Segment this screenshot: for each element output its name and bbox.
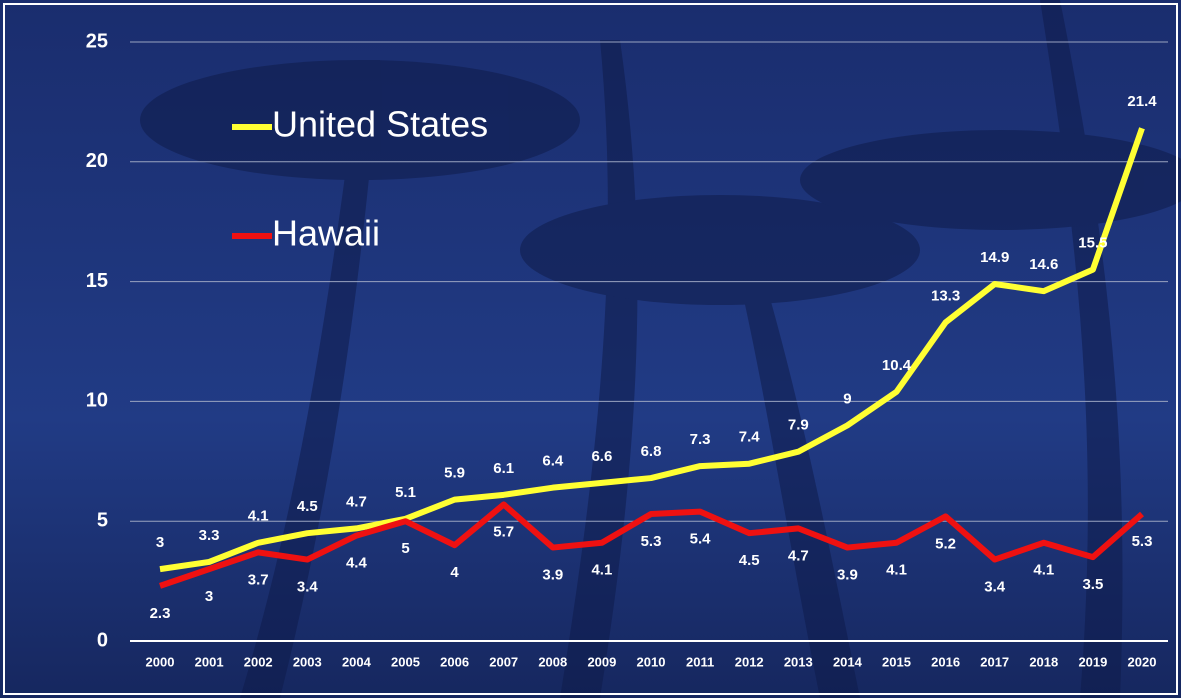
legend-label: United States xyxy=(272,104,488,145)
data-label: 5.7 xyxy=(493,523,514,540)
data-label: 3.7 xyxy=(248,571,269,588)
data-label: 9 xyxy=(843,390,851,407)
x-tick-label: 2010 xyxy=(637,654,666,669)
x-tick-label: 2003 xyxy=(293,654,322,669)
x-tick-label: 2005 xyxy=(391,654,420,669)
x-tick-label: 2018 xyxy=(1029,654,1058,669)
data-label: 5.3 xyxy=(641,533,662,550)
data-label: 7.4 xyxy=(739,429,761,446)
x-tick-label: 2009 xyxy=(587,654,616,669)
y-tick-label: 25 xyxy=(86,30,108,52)
data-label: 3 xyxy=(205,588,213,605)
series-line xyxy=(159,127,1145,573)
x-tick-label: 2012 xyxy=(735,654,764,669)
x-tick-label: 2013 xyxy=(784,654,813,669)
data-label: 3.9 xyxy=(837,567,858,584)
data-label: 2.3 xyxy=(150,605,171,622)
data-label: 4.1 xyxy=(1033,562,1054,579)
data-label: 4.4 xyxy=(346,555,368,572)
data-label: 6.8 xyxy=(641,443,662,460)
data-label: 3.3 xyxy=(199,527,220,544)
data-label: 4.7 xyxy=(788,547,809,564)
x-tick-label: 2002 xyxy=(244,654,273,669)
data-label: 4 xyxy=(450,564,459,581)
data-label: 6.1 xyxy=(493,460,514,477)
x-tick-label: 2015 xyxy=(882,654,911,669)
x-tick-label: 2017 xyxy=(980,654,1009,669)
y-tick-label: 20 xyxy=(86,150,108,172)
data-label: 5.2 xyxy=(935,535,956,552)
data-label: 4.5 xyxy=(297,498,318,515)
data-label: 4.5 xyxy=(739,552,760,569)
y-tick-label: 10 xyxy=(86,390,108,412)
data-label: 5.4 xyxy=(690,531,712,548)
frame xyxy=(3,3,1178,695)
data-label: 4.1 xyxy=(248,508,269,525)
x-tick-label: 2007 xyxy=(489,654,518,669)
x-tick-label: 2020 xyxy=(1128,654,1157,669)
data-label: 14.6 xyxy=(1029,256,1058,273)
data-label: 4.7 xyxy=(346,493,367,510)
x-tick-label: 2011 xyxy=(686,654,714,669)
palm-silhouettes xyxy=(140,0,1181,698)
y-tick-label: 15 xyxy=(86,270,108,292)
data-label: 3.4 xyxy=(984,579,1006,596)
x-tick-label: 2004 xyxy=(342,654,372,669)
data-label: 6.4 xyxy=(542,453,564,470)
x-tick-label: 2008 xyxy=(538,654,567,669)
y-tick-label: 5 xyxy=(97,509,108,531)
data-label: 3.4 xyxy=(297,579,319,596)
data-label: 7.3 xyxy=(690,431,711,448)
data-label: 15.5 xyxy=(1078,235,1107,252)
data-label: 5.9 xyxy=(444,465,465,482)
data-label: 21.4 xyxy=(1127,93,1157,110)
data-label: 3 xyxy=(156,534,164,551)
x-tick-label: 2000 xyxy=(146,654,175,669)
data-label: 4.1 xyxy=(886,562,907,579)
data-label: 7.9 xyxy=(788,417,809,434)
data-label: 14.9 xyxy=(980,249,1009,266)
data-label: 6.6 xyxy=(591,448,612,465)
data-label: 13.3 xyxy=(931,287,960,304)
legend-label: Hawaii xyxy=(272,213,380,254)
y-tick-label: 0 xyxy=(97,629,108,651)
x-tick-label: 2006 xyxy=(440,654,469,669)
x-tick-label: 2016 xyxy=(931,654,960,669)
x-tick-label: 2014 xyxy=(833,654,863,669)
x-tick-label: 2001 xyxy=(195,654,224,669)
data-label: 5.1 xyxy=(395,484,416,501)
data-label: 5.3 xyxy=(1132,533,1153,550)
data-label: 3.5 xyxy=(1082,576,1103,593)
data-label: 10.4 xyxy=(882,357,912,374)
x-tick-label: 2019 xyxy=(1078,654,1107,669)
data-label: 5 xyxy=(401,540,409,557)
data-label: 4.1 xyxy=(591,562,612,579)
data-label: 3.9 xyxy=(542,567,563,584)
series-line xyxy=(159,501,1144,589)
